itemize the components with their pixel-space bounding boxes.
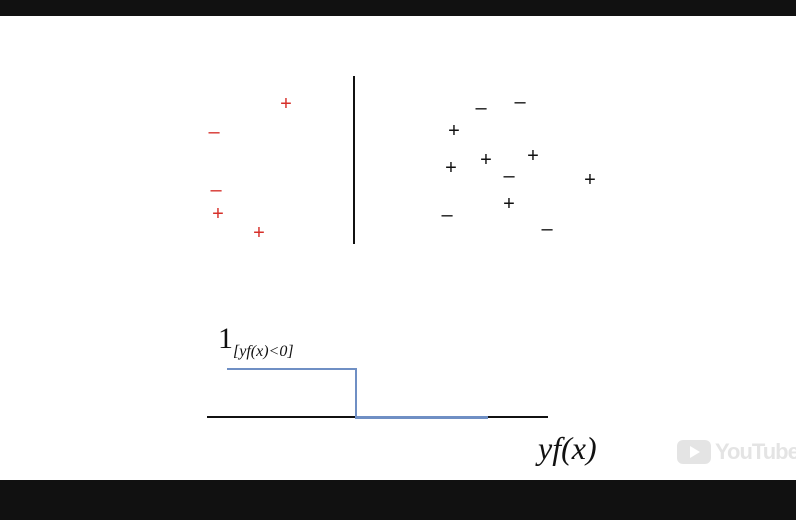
- red-minus-mark: –: [210, 179, 222, 201]
- black-minus-mark: –: [503, 165, 515, 187]
- black-minus-mark: –: [541, 218, 553, 240]
- red-minus-mark: –: [208, 121, 220, 143]
- black-plus-mark: +: [445, 157, 457, 179]
- indicator-one: 1: [218, 322, 233, 355]
- x-axis-label: yf(x): [538, 430, 597, 466]
- black-plus-mark: +: [480, 149, 492, 171]
- loss-step-high-segment: [227, 368, 357, 370]
- black-plus-mark: +: [448, 120, 460, 142]
- indicator-subscript: [yf(x)<0]: [233, 343, 294, 360]
- red-plus-mark: +: [212, 203, 224, 225]
- black-plus-mark: +: [527, 145, 539, 167]
- youtube-watermark[interactable]: YouTube: [677, 439, 796, 465]
- indicator-function-label: 1[yf(x)<0]: [218, 322, 294, 360]
- decision-boundary-line: [353, 76, 355, 244]
- youtube-play-icon: [677, 440, 711, 464]
- slide-frame: + – – + + – – + + + – + + – + – 1[yf(x)<…: [0, 16, 796, 480]
- loss-step-low-segment: [355, 416, 488, 419]
- black-minus-mark: –: [514, 91, 526, 113]
- red-plus-mark: +: [253, 222, 265, 244]
- video-bottom-bar: [0, 480, 796, 520]
- black-plus-mark: +: [503, 193, 515, 215]
- black-minus-mark: –: [475, 97, 487, 119]
- black-plus-mark: +: [584, 169, 596, 191]
- youtube-watermark-text: YouTube: [715, 439, 796, 464]
- loss-step-vertical-segment: [355, 368, 357, 417]
- red-plus-mark: +: [280, 93, 292, 115]
- black-minus-mark: –: [441, 204, 453, 226]
